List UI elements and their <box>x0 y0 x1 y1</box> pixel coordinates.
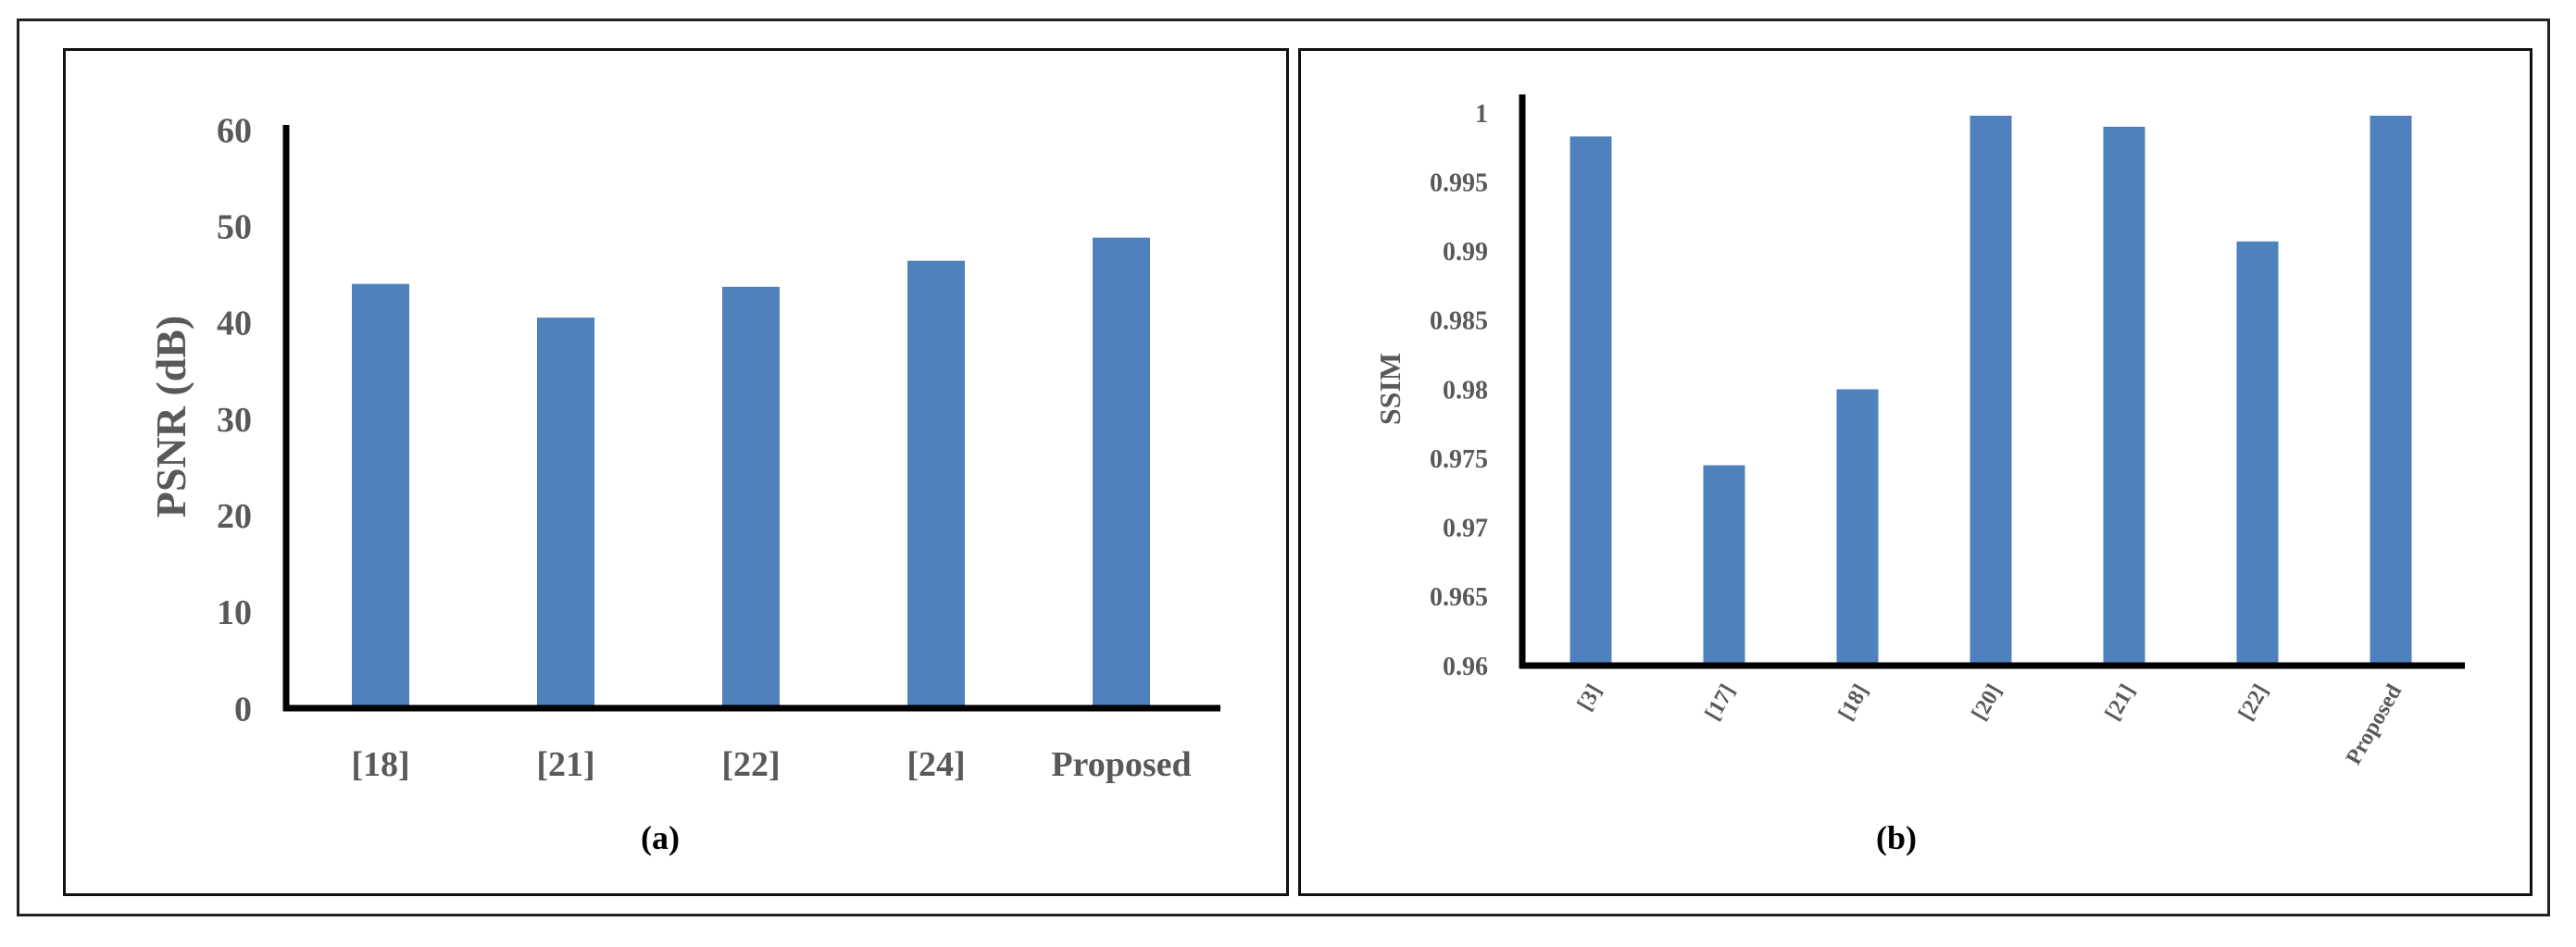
chart-b-bar <box>1703 465 1745 666</box>
chart-a-y-tick-label: 30 <box>217 401 252 440</box>
chart-b-caption: (b) <box>1876 819 1917 856</box>
chart-b-y-tick-label: 1 <box>1475 100 1488 129</box>
chart-a-x-tick-label: [22] <box>721 745 780 784</box>
chart-a-y-tick-label: 50 <box>217 208 252 247</box>
chart-b-bar <box>1569 136 1612 666</box>
chart-a-y-tick-label: 10 <box>217 593 252 632</box>
chart-b-x-tick-labels: [3] [17] [18] [20] [21] [22] Proposed <box>1573 679 2407 768</box>
chart-b-bar <box>2103 126 2145 666</box>
chart-a: 0 10 20 30 40 50 60 [18] [21] [22] [24] Proposed P… <box>147 111 1220 856</box>
chart-a-x-tick-label: [18] <box>351 745 409 784</box>
chart-b-x-tick-label: [3] <box>1573 680 1607 715</box>
chart-a-x-tick-labels: [18] [21] [22] [24] Proposed <box>351 745 1191 784</box>
chart-a-bar <box>352 283 409 708</box>
chart-a-caption: (a) <box>641 819 680 856</box>
chart-b-y-label: SSIM <box>1373 353 1407 425</box>
chart-a-y-label: PSNR (dB) <box>147 316 194 518</box>
chart-a-bar <box>537 318 594 708</box>
chart-a-bar <box>907 260 965 708</box>
chart-b-y-tick-label: 0.97 <box>1443 515 1488 543</box>
panel-a-frame <box>63 48 1289 896</box>
chart-b-x-tick-label: [20] <box>1968 680 2007 725</box>
chart-a-x-tick-label: [24] <box>907 745 965 784</box>
chart-a-y-tick-labels: 0 10 20 30 40 50 60 <box>217 111 252 729</box>
panel-b-frame <box>1298 48 2532 896</box>
chart-b-y-tick-label: 0.985 <box>1430 307 1488 336</box>
chart-b-y-tick-label: 0.975 <box>1430 445 1488 474</box>
chart-b-y-tick-label: 0.99 <box>1443 238 1488 267</box>
chart-a-bar <box>722 286 780 708</box>
chart-a-bars <box>352 237 1150 708</box>
chart-b: 0.96 0.965 0.97 0.975 0.98 0.985 0.99 0.995 1 [3… <box>1373 94 2465 856</box>
chart-b-x-tick-label: [22] <box>2234 680 2274 725</box>
chart-a-x-tick-label: Proposed <box>1051 745 1191 784</box>
chart-b-x-tick-label: Proposed <box>2342 679 2407 768</box>
chart-a-y-tick-label: 40 <box>217 305 252 343</box>
chart-b-x-tick-label: [18] <box>1834 680 1874 725</box>
chart-b-y-tick-label: 0.995 <box>1430 168 1488 197</box>
chart-b-y-tick-label: 0.98 <box>1443 376 1488 405</box>
chart-b-x-tick-label: [21] <box>2101 680 2141 725</box>
chart-b-x-tick-label: [17] <box>1701 680 1741 725</box>
chart-b-bars <box>1569 116 2412 666</box>
chart-a-y-tick-label: 60 <box>217 111 252 150</box>
chart-a-y-tick-label: 20 <box>217 497 252 536</box>
chart-b-y-tick-labels: 0.96 0.965 0.97 0.975 0.98 0.985 0.99 0.995 1 <box>1430 100 1488 681</box>
chart-b-bar <box>2370 116 2412 666</box>
figure-frame <box>17 19 2550 916</box>
chart-a-x-tick-label: [21] <box>536 745 594 784</box>
chart-b-y-tick-label: 0.96 <box>1443 653 1488 681</box>
chart-b-bar <box>1836 389 1879 666</box>
chart-a-bar <box>1093 237 1150 708</box>
chart-b-y-tick-label: 0.965 <box>1430 583 1488 612</box>
chart-a-y-tick-label: 0 <box>234 690 252 729</box>
chart-b-bar <box>1970 116 2012 666</box>
chart-b-bar <box>2236 241 2279 666</box>
